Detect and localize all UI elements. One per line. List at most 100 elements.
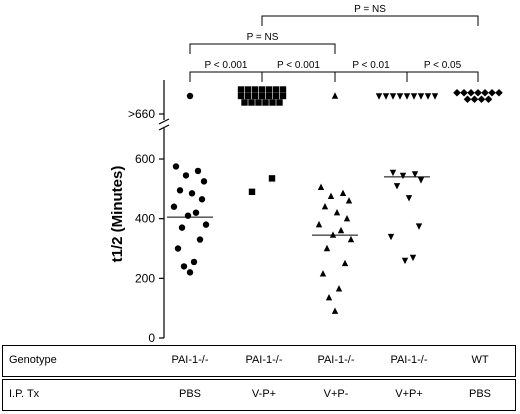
- y-tick-label: 600: [135, 152, 155, 166]
- data-point: [237, 86, 245, 93]
- data-point: [405, 195, 413, 202]
- data-point: [269, 99, 276, 106]
- y-axis-label: t1/2 (Minutes): [109, 166, 126, 263]
- data-point: [202, 221, 210, 228]
- data-point: [424, 93, 432, 100]
- significance-bracket: [261, 71, 336, 82]
- data-point: [337, 226, 345, 234]
- significance-bracket: [189, 43, 336, 54]
- data-point: [255, 99, 262, 106]
- data-point: [182, 172, 190, 179]
- data-point: [174, 245, 182, 252]
- data-point: [417, 177, 425, 184]
- data-point: [241, 99, 248, 106]
- data-point: [272, 86, 280, 93]
- y-tick-label: 200: [135, 271, 155, 285]
- data-point: [192, 209, 200, 216]
- data-point: [396, 93, 404, 100]
- data-point: [276, 99, 283, 106]
- data-point: [180, 263, 188, 270]
- significance-label: P < 0.05: [424, 60, 462, 71]
- data-point: [200, 178, 208, 185]
- genotype-row: Genotype PAI-1-/- PAI-1-/- PAI-1-/- PAI-…: [2, 345, 516, 377]
- significance-label: P < 0.001: [205, 60, 248, 71]
- genotype-cell: PAI-1-/-: [245, 354, 283, 366]
- data-point: [315, 220, 323, 228]
- data-point: [251, 92, 259, 100]
- data-point: [345, 197, 353, 204]
- data-point: [484, 95, 493, 104]
- significance-label: P = NS: [247, 32, 279, 43]
- data-point: [279, 92, 287, 100]
- data-point: [258, 86, 266, 93]
- data-point: [417, 93, 425, 100]
- treatment-cell: V+P-: [323, 388, 349, 400]
- data-point: [279, 86, 287, 93]
- data-point: [460, 88, 468, 97]
- significance-bracket: [334, 71, 408, 82]
- data-point: [410, 93, 418, 100]
- data-point: [375, 93, 383, 100]
- data-point: [188, 190, 196, 197]
- significance-label: P = NS: [354, 4, 386, 15]
- data-point: [467, 88, 475, 97]
- data-point: [327, 192, 335, 199]
- data-point: [331, 92, 339, 99]
- genotype-cell: WT: [471, 354, 489, 366]
- data-point: [401, 257, 409, 265]
- data-point: [325, 294, 333, 301]
- data-point: [477, 95, 486, 104]
- significance-bracket: [189, 71, 263, 82]
- significance-label: P < 0.001: [277, 60, 320, 71]
- data-point: [382, 93, 390, 100]
- data-point: [331, 307, 339, 314]
- data-point: [237, 92, 245, 100]
- data-point: [453, 88, 461, 97]
- data-point: [399, 172, 407, 180]
- data-point: [389, 169, 397, 177]
- data-point: [481, 88, 489, 97]
- data-point: [190, 258, 198, 266]
- data-point: [186, 269, 194, 276]
- data-point: [248, 188, 256, 196]
- axis-break-mark: [158, 118, 170, 125]
- data-point: [186, 92, 194, 100]
- data-point: [184, 212, 192, 219]
- data-point: [265, 92, 273, 100]
- genotype-cell: PAI-1-/-: [171, 354, 209, 366]
- data-point: [488, 88, 496, 97]
- data-point: [198, 196, 206, 203]
- data-point: [170, 203, 178, 210]
- significance-bracket: [406, 71, 479, 82]
- significance-bracket: [261, 15, 479, 26]
- data-point: [347, 235, 355, 243]
- data-point: [262, 99, 269, 106]
- data-point: [244, 92, 252, 100]
- data-point: [323, 244, 331, 252]
- data-point: [474, 88, 482, 97]
- treatment-cell: V+P+: [395, 388, 423, 400]
- data-point: [343, 214, 351, 222]
- data-point: [194, 167, 202, 175]
- data-point: [333, 209, 341, 216]
- treatment-cell: V-P+: [251, 388, 277, 400]
- data-point: [470, 95, 479, 104]
- data-point: [387, 233, 395, 241]
- data-point: [321, 203, 329, 210]
- data-point: [409, 254, 417, 262]
- data-point: [339, 189, 347, 197]
- data-point: [248, 99, 255, 106]
- data-point: [258, 92, 266, 100]
- data-point: [244, 86, 252, 93]
- data-point: [393, 183, 401, 190]
- data-point: [272, 92, 280, 100]
- data-point: [415, 223, 423, 230]
- genotype-label: Genotype: [9, 354, 57, 366]
- data-point: [178, 224, 186, 231]
- data-point: [172, 163, 180, 170]
- data-point: [251, 86, 259, 93]
- treatment-label: I.P. Tx: [9, 388, 40, 400]
- scatter-chart: 0 200 400 600 >660 t1/2 (Minutes) P < 0.001 P <…: [109, 4, 503, 345]
- data-point: [411, 171, 419, 178]
- data-point: [268, 175, 276, 182]
